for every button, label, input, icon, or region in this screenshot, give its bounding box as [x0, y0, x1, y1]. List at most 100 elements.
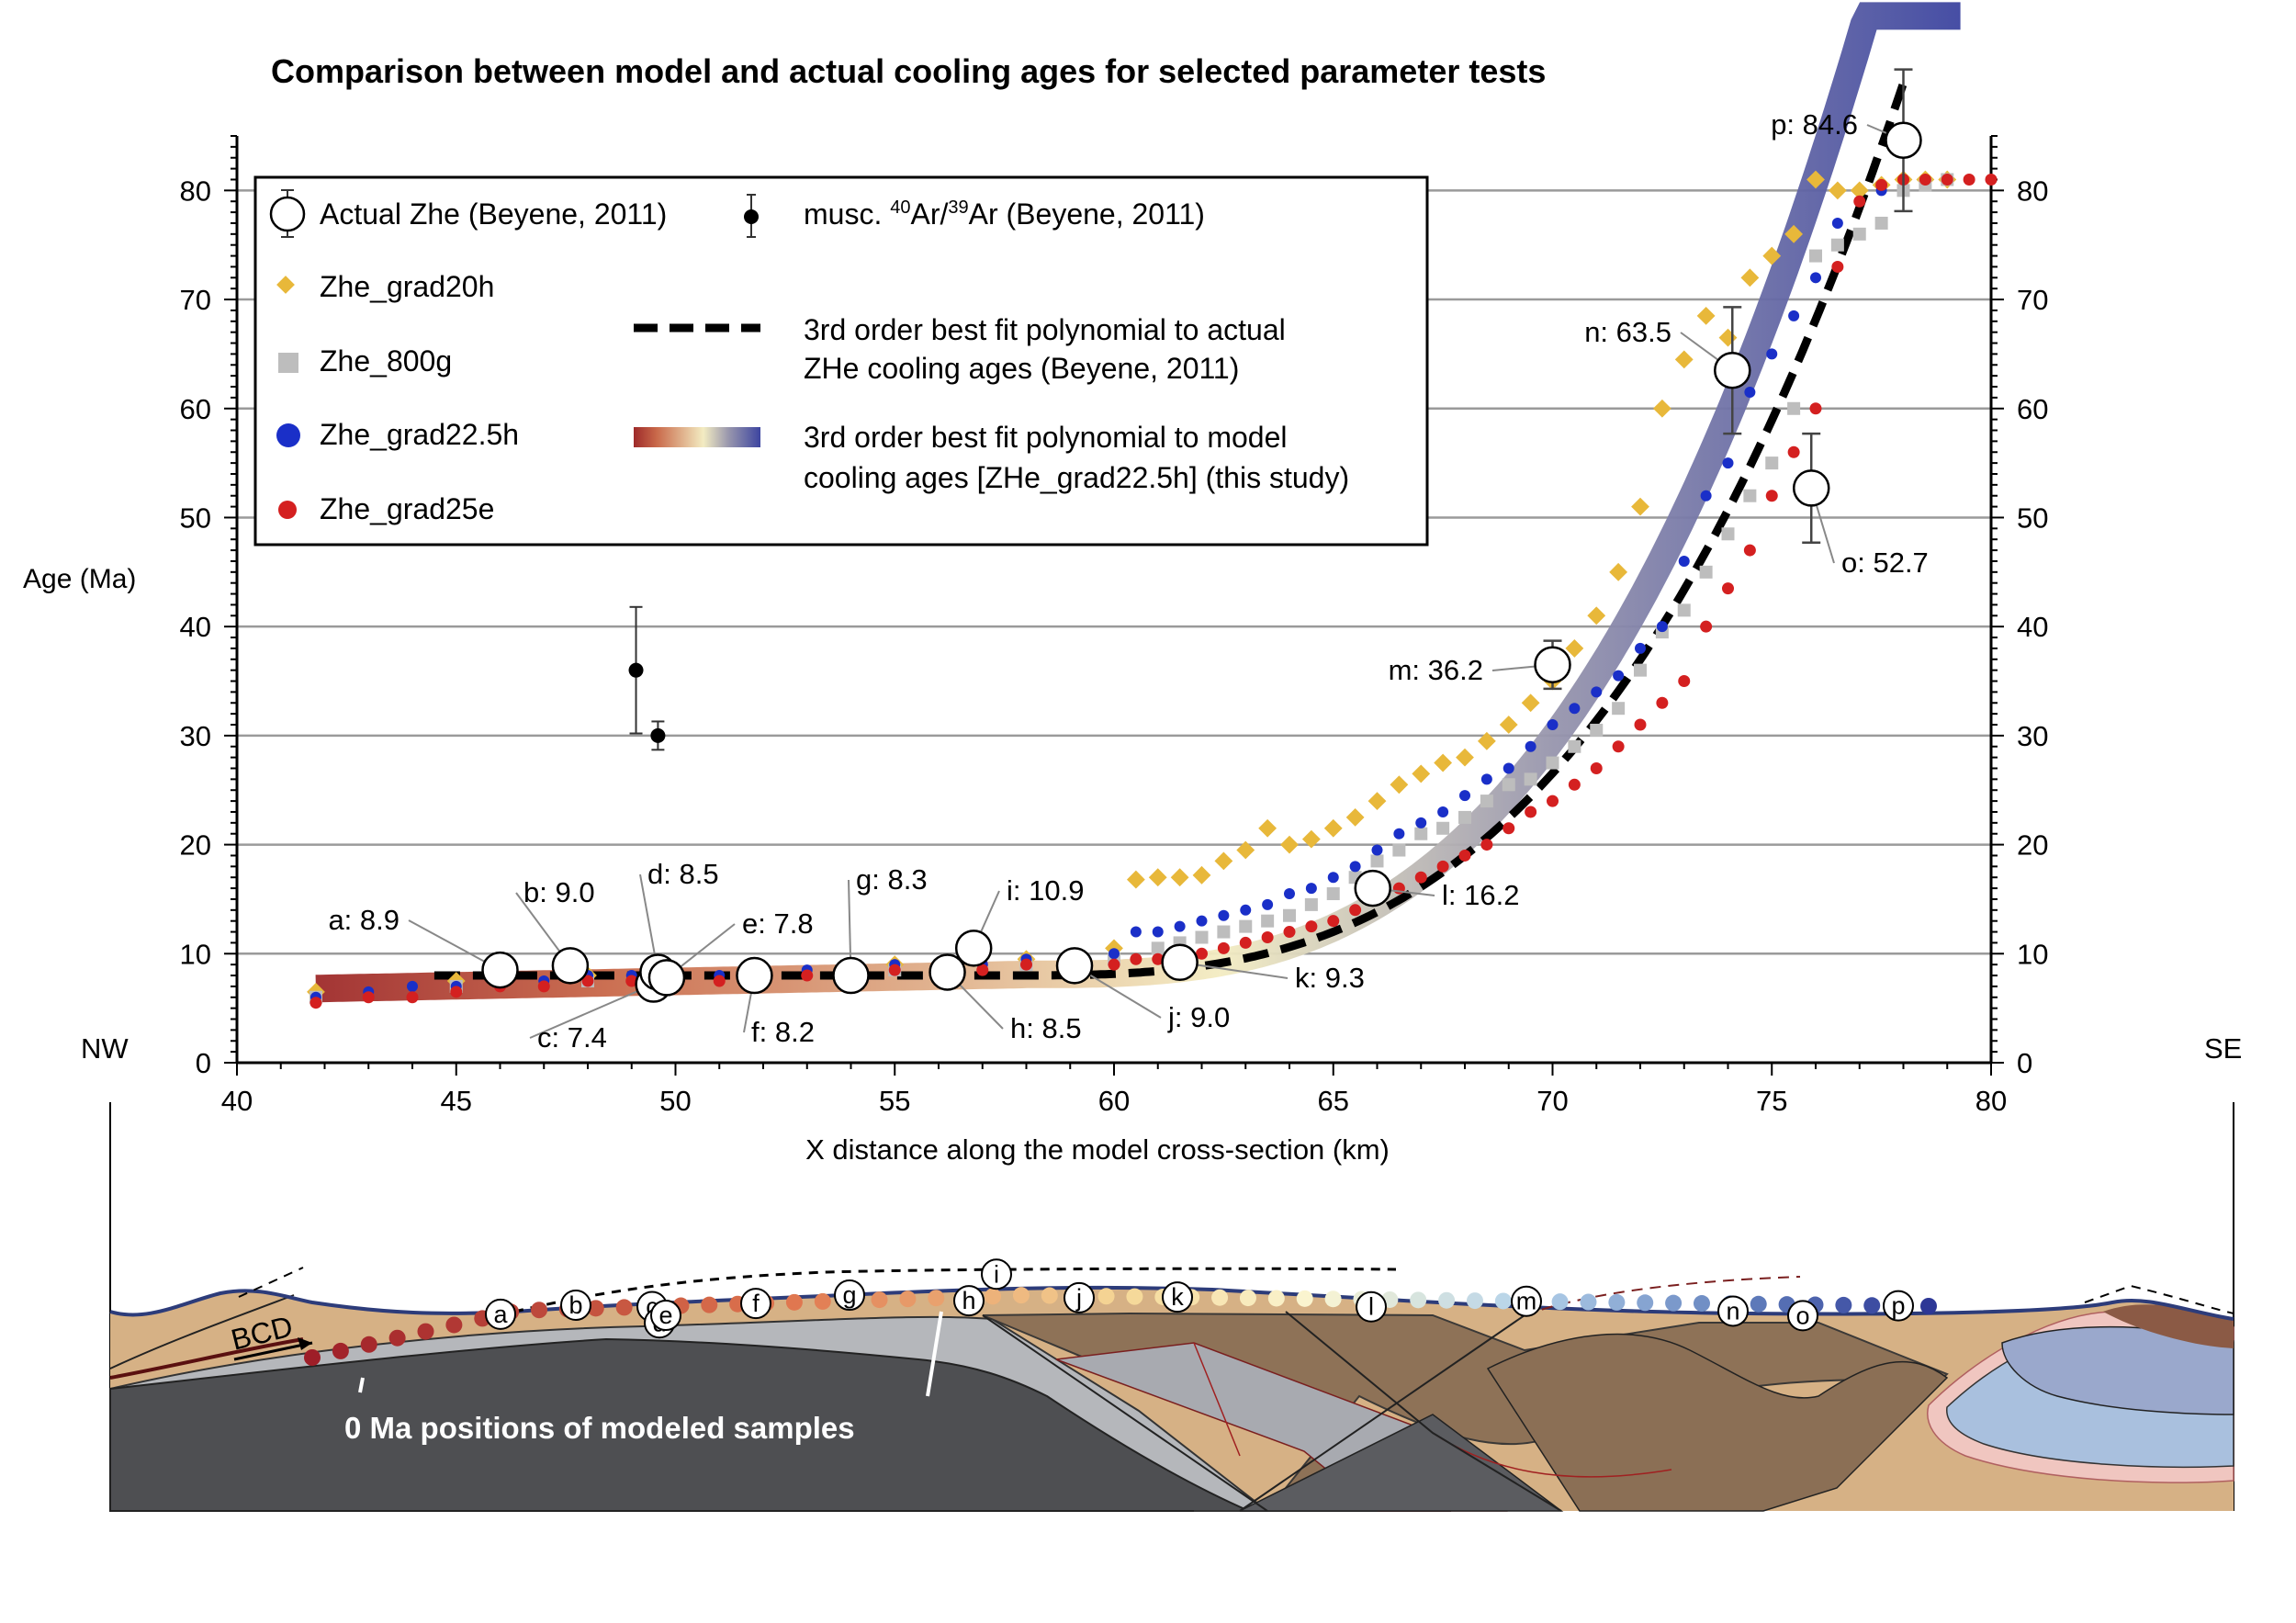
section-sample-letter: a: [493, 1301, 508, 1328]
legend-actual-marker: [269, 196, 306, 232]
section-sample-dot: [531, 1302, 548, 1319]
section-sample-dot: [1551, 1293, 1569, 1311]
section-brown-syncline: [1486, 1333, 1949, 1512]
point-zhe-800g: [1326, 887, 1340, 901]
legend-800g-marker: [278, 353, 298, 373]
point-zhe-grad25e: [976, 964, 989, 976]
section-dashed-trace-1: [513, 1267, 1397, 1313]
section-dashed-trace-3: [1524, 1276, 1801, 1316]
legend-musc-pre: musc.: [804, 197, 890, 231]
section-sample-dot: [388, 1329, 406, 1347]
actual-zhe-label: e: 7.8: [742, 907, 814, 940]
point-zhe-grad22-5h: [1349, 861, 1361, 873]
point-zhe-grad20h: [1762, 246, 1782, 265]
point-zhe-grad25e: [1700, 620, 1713, 633]
section-sample-dot: [1693, 1295, 1710, 1313]
point-zhe-grad20h: [1323, 818, 1343, 838]
point-zhe-grad25e: [1525, 806, 1537, 818]
point-zhe-800g: [1392, 843, 1406, 857]
point-zhe-grad25e: [1458, 849, 1471, 862]
point-zhe-800g: [1283, 908, 1296, 922]
point-zhe-grad22-5h: [1305, 883, 1317, 895]
point-zhe-grad22-5h: [1393, 828, 1405, 840]
section-fault-2: [1285, 1311, 1562, 1512]
nw-label: NW: [81, 1032, 129, 1065]
actual-zhe-point: [1055, 947, 1094, 985]
legend-musc-marker: [744, 209, 759, 224]
point-zhe-grad22-5h: [1437, 806, 1449, 817]
x-tick-label: 65: [1318, 1085, 1349, 1117]
section-sample-dot: [1637, 1294, 1654, 1312]
section-bcd-arrow: [233, 1341, 313, 1361]
legend-grad25e-marker: [278, 501, 297, 519]
y-tick-label-right: 30: [2017, 720, 2048, 752]
zero-ma-pointer-left: [358, 1377, 365, 1393]
section-sample-letter: b: [568, 1291, 582, 1319]
section-sample-dot: [1267, 1290, 1285, 1307]
point-zhe-grad22-5h: [1810, 272, 1821, 284]
point-zhe-grad22-5h: [1240, 904, 1252, 916]
point-zhe-grad25e: [1217, 941, 1230, 954]
point-zhe-grad20h: [1456, 748, 1474, 767]
point-zhe-grad20h: [1850, 181, 1869, 200]
section-sample-dot: [1324, 1291, 1342, 1308]
point-zhe-800g: [1721, 527, 1735, 541]
point-zhe-800g: [1370, 854, 1384, 868]
section-sample-marker: [1787, 1300, 1818, 1332]
point-zhe-grad25e: [1963, 173, 1975, 186]
point-zhe-grad22-5h: [1174, 920, 1186, 932]
point-zhe-grad22-5h: [1415, 817, 1427, 828]
point-zhe-grad22-5h: [1327, 872, 1339, 884]
legend: Actual Zhe (Beyene, 2011) musc. 40Ar/39A…: [253, 175, 1429, 547]
section-fault-1: [982, 1314, 1268, 1512]
point-zhe-grad20h: [1236, 840, 1255, 860]
x-tick-label: 80: [1975, 1085, 2007, 1117]
section-sample-dot: [985, 1288, 1002, 1305]
point-zhe-800g: [1414, 827, 1428, 840]
point-zhe-grad22-5h: [1547, 719, 1559, 731]
section-sample-marker: [981, 1258, 1012, 1291]
point-zhe-grad25e: [1130, 952, 1142, 965]
section-sample-dot: [701, 1296, 718, 1313]
actual-zhe-label: k: 9.3: [1295, 962, 1365, 994]
section-sample-letter: i: [994, 1260, 999, 1288]
y-tick-label-right: 40: [2017, 611, 2048, 643]
musc-point: [650, 727, 666, 743]
legend-musc-label: musc. 40Ar/39Ar (Beyene, 2011): [804, 197, 1205, 231]
actual-zhe-point: [551, 947, 590, 985]
point-zhe-grad25e: [581, 975, 594, 987]
point-zhe-grad20h: [1280, 835, 1299, 854]
point-zhe-grad22-5h: [1635, 642, 1646, 654]
point-zhe-800g: [1590, 723, 1604, 737]
point-zhe-800g: [1677, 603, 1691, 617]
point-zhe-grad22-5h: [1766, 348, 1778, 360]
y-tick-label-right: 50: [2017, 502, 2048, 534]
section-sample-labels: abcdefghijklmnop: [485, 1258, 1914, 1339]
section-sample-dot: [1012, 1287, 1030, 1304]
section-dashed-trace-4: [2084, 1284, 2234, 1314]
point-zhe-grad25e: [1349, 904, 1362, 917]
point-zhe-grad25e: [801, 969, 814, 982]
point-zhe-grad25e: [1919, 173, 1931, 186]
point-zhe-grad25e: [1678, 675, 1691, 688]
point-zhe-grad25e: [362, 991, 375, 1004]
point-zhe-grad20h: [1434, 753, 1453, 772]
section-dark-grey-unit: [109, 1337, 1250, 1512]
actual-zhe-point: [954, 930, 993, 967]
legend-musc-mid: Ar/: [910, 197, 948, 231]
section-sample-dot: [1097, 1288, 1115, 1305]
legend-actual-label: Actual Zhe (Beyene, 2011): [320, 197, 667, 231]
zero-ma-pointer-right: [926, 1311, 943, 1397]
point-zhe-800g: [1699, 565, 1713, 579]
actual-zhe-label: p: 84.6: [1771, 108, 1858, 141]
x-tick-label: 75: [1756, 1085, 1787, 1117]
point-zhe-grad25e: [1239, 936, 1252, 949]
point-zhe-grad22-5h: [1831, 217, 1843, 229]
section-sample-dot: [1041, 1287, 1058, 1304]
point-zhe-grad25e: [1261, 930, 1274, 943]
actual-zhe-point: [929, 953, 966, 991]
section-sample-letter: g: [842, 1281, 856, 1309]
y-tick-label: 30: [180, 720, 211, 752]
point-zhe-grad25e: [1305, 920, 1318, 933]
